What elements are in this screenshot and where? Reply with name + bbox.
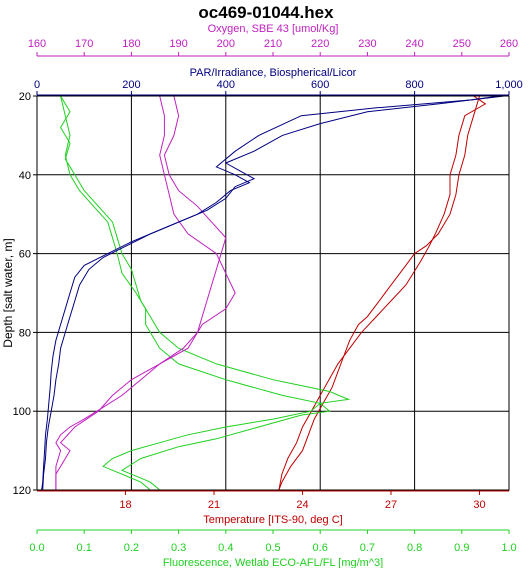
- fluorescence-tick-label: 0.7: [360, 542, 375, 554]
- chart-title: oc469-01044.hex: [198, 3, 334, 22]
- fluorescence-axis-label: Fluorescence, Wetlab ECO-AFL/FL [mg/m^3]: [163, 557, 383, 568]
- fluorescence-tick-label: 0.9: [454, 542, 469, 554]
- fluorescence-tick-label: 0.6: [313, 542, 328, 554]
- temperature-tick-label: 30: [473, 499, 485, 511]
- par-axis-label: PAR/Irradiance, Biospherical/Licor: [190, 67, 357, 79]
- fluorescence-tick-label: 0.2: [124, 542, 139, 554]
- temperature-tick-label: 21: [208, 499, 220, 511]
- depth-tick-label: 100: [13, 406, 31, 418]
- oxygen-axis-label: Oxygen, SBE 43 [umol/Kg]: [208, 23, 339, 35]
- par-tick-label: 0: [34, 79, 40, 91]
- series-line-par-6: [41, 95, 500, 491]
- par-tick-label: 200: [122, 79, 140, 91]
- oxygen-tick-label: 170: [75, 38, 93, 50]
- oxygen-tick-label: 250: [453, 38, 471, 50]
- oxygen-tick-label: 230: [358, 38, 376, 50]
- oxygen-tick-label: 240: [405, 38, 423, 50]
- fluorescence-tick-label: 0.1: [77, 542, 92, 554]
- grid: [36, 95, 510, 491]
- depth-tick-label: 120: [13, 485, 31, 497]
- fluorescence-tick-label: 0.3: [171, 542, 186, 554]
- temperature-tick-label: 24: [296, 499, 308, 511]
- oxygen-tick-label: 260: [500, 38, 518, 50]
- oxygen-tick-label: 210: [264, 38, 282, 50]
- par-tick-label: 800: [405, 79, 423, 91]
- fluorescence-tick-label: 0.4: [218, 542, 233, 554]
- depth-tick-label: 60: [19, 249, 31, 261]
- fluorescence-tick-label: 1.0: [501, 542, 516, 554]
- oxygen-tick-label: 220: [311, 38, 329, 50]
- series-line-temperature-1: [278, 95, 480, 491]
- temperature-axis-label: Temperature [ITS-90, deg C]: [203, 514, 342, 526]
- par-tick-label: 1,000: [495, 79, 523, 91]
- depth-tick-label: 80: [19, 327, 31, 339]
- series-line-oxygen-4: [55, 95, 236, 490]
- fluorescence-tick-label: 0.0: [29, 542, 44, 554]
- oxygen-tick-label: 200: [217, 38, 235, 50]
- oxygen-tick-label: 180: [122, 38, 140, 50]
- series-group: [41, 95, 505, 491]
- series-line-oxygen-5: [55, 95, 227, 490]
- par-tick-label: 600: [311, 79, 329, 91]
- series-line-fluorescence-2: [60, 95, 351, 491]
- depth-tick-label: 20: [19, 91, 31, 103]
- depth-tick-label: 40: [19, 170, 31, 182]
- oxygen-tick-label: 190: [169, 38, 187, 50]
- par-tick-label: 400: [217, 79, 235, 91]
- fluorescence-tick-label: 0.8: [407, 542, 422, 554]
- fluorescence-tick-label: 0.5: [265, 542, 280, 554]
- series-line-par-7: [42, 95, 505, 491]
- oxygen-tick-label: 160: [28, 38, 46, 50]
- temperature-tick-label: 27: [385, 499, 397, 511]
- temperature-tick-label: 18: [119, 499, 131, 511]
- y-axis-label: Depth [salt water, m]: [1, 238, 15, 347]
- axes-group: 160 170 180 190 200 210 220 230 240 250 260Oxygen,…: [13, 23, 523, 568]
- plot-frame: [36, 95, 510, 491]
- series-line-fluorescence-3: [60, 95, 331, 491]
- series-line-temperature-0: [278, 95, 487, 491]
